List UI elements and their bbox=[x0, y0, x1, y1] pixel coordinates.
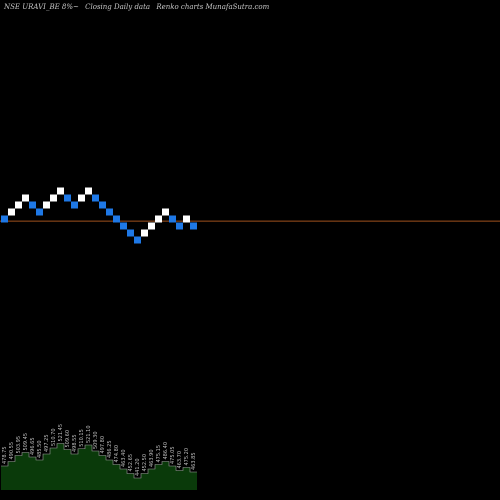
price-label: 474.80 bbox=[114, 445, 120, 463]
renko-brick-down bbox=[64, 194, 71, 202]
price-label: 475.20 bbox=[184, 448, 190, 466]
price-label: 497.25 bbox=[44, 435, 50, 453]
description-label: Closing Daily data bbox=[85, 3, 151, 11]
price-label: 463.90 bbox=[149, 450, 155, 468]
price-label: 485.50 bbox=[37, 441, 43, 459]
price-label: 503.95 bbox=[16, 436, 22, 454]
price-label: 463.85 bbox=[191, 453, 197, 471]
renko-brick-up bbox=[78, 194, 85, 202]
renko-brick-up bbox=[22, 194, 29, 202]
price-label: 490.55 bbox=[9, 442, 15, 460]
renko-brick-down bbox=[190, 222, 197, 230]
renko-brick-up bbox=[148, 222, 155, 230]
chart-title: Renko charts MunafaSutra.com bbox=[156, 3, 270, 11]
volume-area bbox=[1, 443, 197, 490]
chart-header: NSE URAVI_BE 8%~ Closing Daily data Renk… bbox=[4, 3, 269, 11]
renko-brick-up bbox=[8, 208, 15, 216]
renko-brick-down bbox=[1, 215, 8, 223]
renko-brick-up bbox=[155, 215, 162, 223]
renko-brick-down bbox=[134, 236, 141, 244]
renko-brick-up bbox=[57, 187, 64, 195]
symbol-label: NSE URAVI_BE 8%~ bbox=[4, 3, 79, 11]
price-label: 463.70 bbox=[177, 451, 183, 469]
renko-brick-down bbox=[106, 208, 113, 216]
price-label: 509.30 bbox=[93, 432, 99, 450]
renko-brick-down bbox=[113, 215, 120, 223]
price-label: 452.65 bbox=[128, 454, 134, 472]
price-labels-layer: 478.75 490.55 503.95 509.45 496.65 485.50 497.… bbox=[2, 424, 197, 476]
renko-brick-up bbox=[85, 187, 92, 195]
price-label: 475.15 bbox=[156, 445, 162, 463]
price-label: 498.55 bbox=[72, 435, 78, 453]
volume-outline bbox=[1, 443, 197, 479]
renko-brick-up bbox=[162, 208, 169, 216]
price-label: 521.10 bbox=[86, 426, 92, 444]
renko-brick-down bbox=[176, 222, 183, 230]
renko-brick-down bbox=[120, 222, 127, 230]
renko-brick-down bbox=[92, 194, 99, 202]
price-label: 497.80 bbox=[100, 436, 106, 454]
renko-brick-up bbox=[15, 201, 22, 209]
renko-brick-down bbox=[127, 229, 134, 237]
price-label: 478.75 bbox=[2, 447, 8, 465]
price-label: 486.40 bbox=[163, 442, 169, 460]
price-label: 452.50 bbox=[142, 454, 148, 472]
renko-brick-down bbox=[36, 208, 43, 216]
renko-brick-down bbox=[71, 201, 78, 209]
renko-brick-down bbox=[169, 215, 176, 223]
renko-brick-up bbox=[43, 201, 50, 209]
price-label: 441.20 bbox=[135, 459, 141, 477]
price-label: 463.40 bbox=[121, 450, 127, 468]
price-label: 509.60 bbox=[65, 430, 71, 448]
price-label: 521.45 bbox=[58, 424, 64, 442]
price-label: 510.70 bbox=[51, 429, 57, 447]
renko-brick-up bbox=[50, 194, 57, 202]
price-label: 486.25 bbox=[107, 441, 113, 459]
renko-bricks bbox=[1, 187, 197, 244]
renko-brick-up bbox=[141, 229, 148, 237]
renko-brick-down bbox=[99, 201, 106, 209]
price-label: 509.45 bbox=[23, 433, 29, 451]
renko-brick-down bbox=[29, 201, 36, 209]
price-label: 496.65 bbox=[30, 438, 36, 456]
volume-area-layer bbox=[1, 443, 197, 490]
price-label: 510.15 bbox=[79, 429, 85, 447]
renko-brick-up bbox=[183, 215, 190, 223]
price-label: 475.05 bbox=[170, 447, 176, 465]
